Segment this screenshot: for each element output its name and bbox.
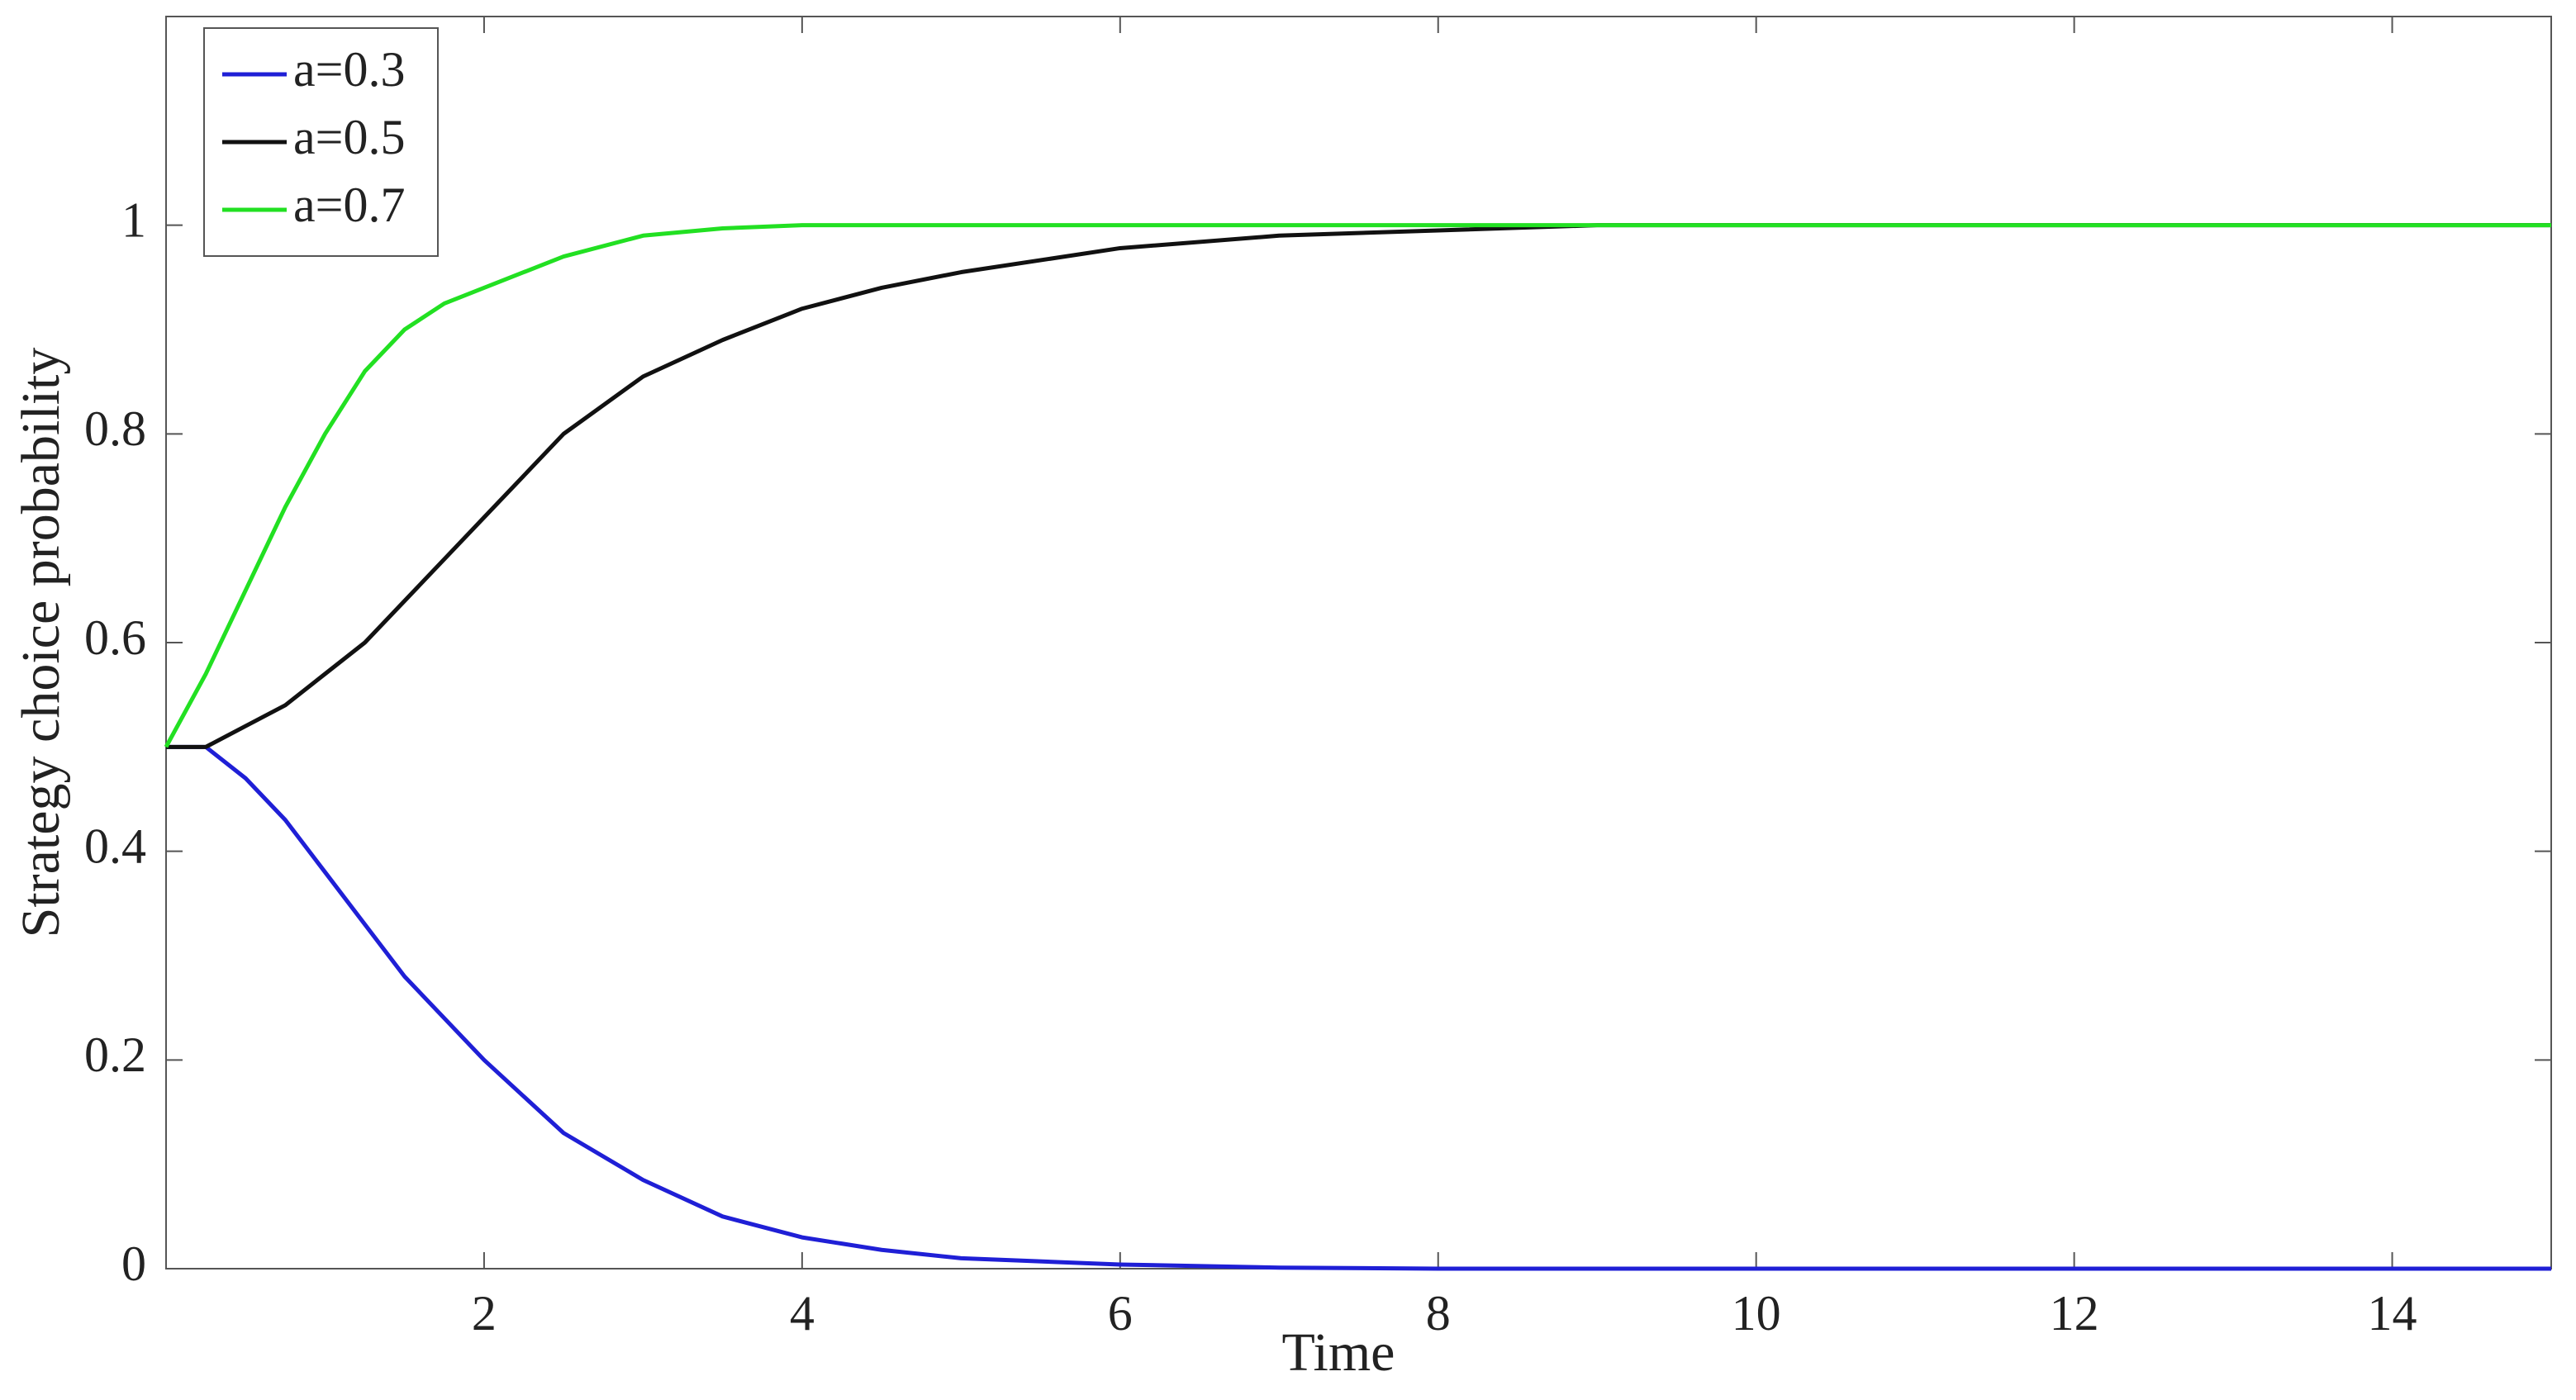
y-tick-label: 1: [121, 192, 146, 247]
plot-frame: [165, 16, 2552, 1269]
data-line: [166, 744, 2551, 1271]
x-tick-label: 8: [1426, 1286, 1451, 1341]
x-tick-label: 2: [472, 1286, 497, 1341]
y-tick-label: 0.8: [84, 401, 146, 456]
legend-label: a=0.5: [293, 110, 405, 164]
x-tick-label: 10: [1732, 1286, 1781, 1341]
legend-label: a=0.7: [293, 178, 405, 232]
y-tick-label: 0: [121, 1236, 146, 1291]
x-tick-label: 6: [1108, 1286, 1133, 1341]
x-tick-label: 4: [790, 1286, 815, 1341]
data-line: [166, 223, 2551, 749]
x-tick-label: 14: [2368, 1286, 2417, 1341]
y-tick-label: 0.2: [84, 1027, 146, 1082]
x-tick-label: 12: [2050, 1286, 2099, 1341]
legend-label: a=0.3: [293, 42, 405, 97]
y-axis-label: Strategy choice probability: [11, 348, 71, 938]
y-tick-label: 0.6: [84, 610, 146, 665]
data-line: [164, 223, 2551, 748]
y-tick-label: 0.4: [84, 819, 146, 873]
x-axis-label: Time: [1282, 1322, 1395, 1383]
